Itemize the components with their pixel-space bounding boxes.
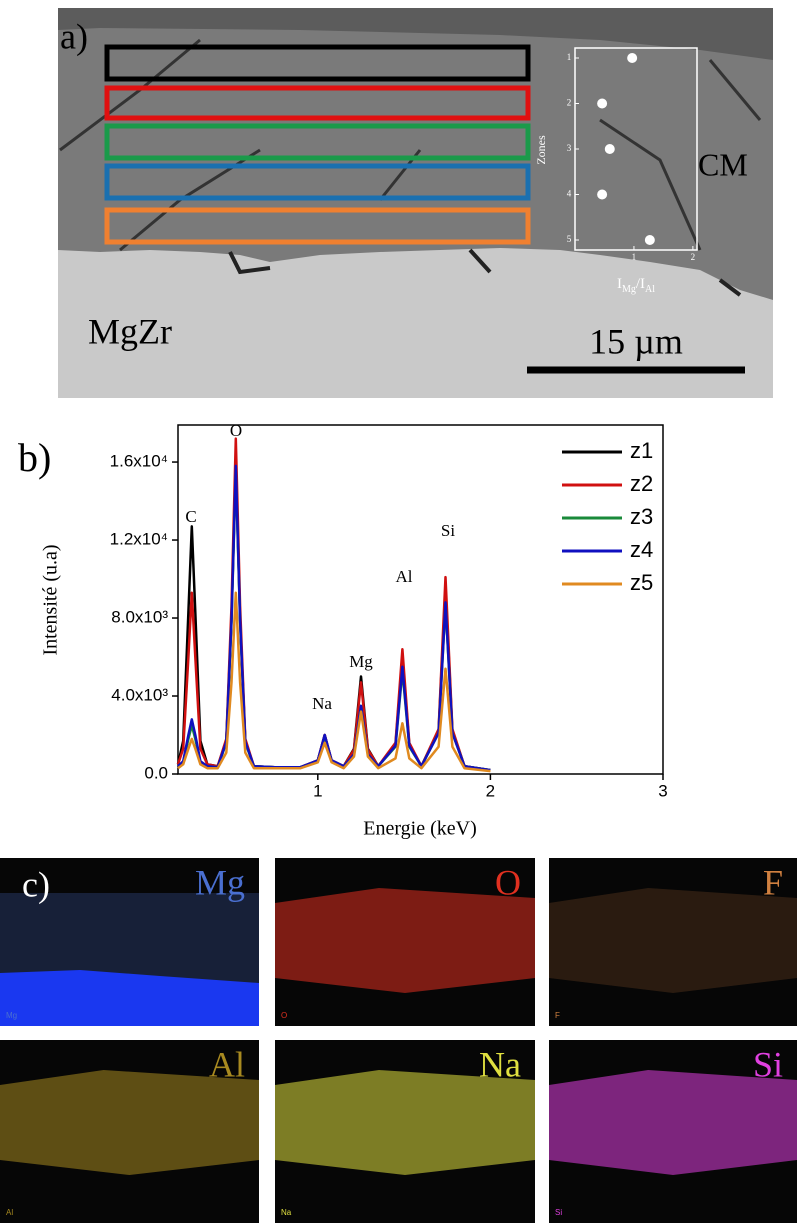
x-tick-label: 1: [632, 252, 637, 262]
map-layer: [549, 888, 797, 993]
inset-x-label: IMg/IAl: [617, 276, 655, 295]
map-background: [549, 858, 797, 1026]
x-tick-label: 2: [691, 252, 696, 262]
legend-label: z2: [630, 471, 653, 496]
inset-y-label: Zones: [534, 135, 548, 165]
y-tick-label: 5: [567, 234, 572, 244]
point: [597, 189, 608, 200]
peak-label: C: [185, 507, 196, 526]
y-axis-label: Intensité (u.a): [40, 544, 62, 655]
layer-label: CM: [698, 146, 748, 182]
y-tick-label: 1.2x10⁴: [110, 530, 168, 549]
y-tick-label: 1.6x10⁴: [110, 452, 168, 471]
element-label: F: [763, 862, 783, 902]
point: [627, 53, 638, 64]
legend-label: z4: [630, 537, 653, 562]
element-label: O: [495, 862, 521, 902]
element-label: Al: [209, 1044, 245, 1084]
legend-label: z5: [630, 570, 653, 595]
sem-image: [58, 8, 773, 398]
map-layer: [0, 1070, 259, 1175]
y-tick-label: 1: [567, 52, 572, 62]
x-axis-label: Energie (keV): [363, 818, 476, 840]
spectrum-line: [177, 464, 491, 772]
x-tick-label: 3: [658, 781, 667, 800]
element-label: Si: [753, 1044, 783, 1084]
plot-frame: [177, 424, 664, 775]
peak-label: Al: [396, 567, 413, 586]
element-label: Mg: [195, 862, 245, 902]
y-tick-label: 4: [567, 189, 572, 199]
peak-label: Na: [312, 694, 332, 713]
map-layer: [275, 888, 535, 993]
map-layer: [0, 893, 259, 983]
peak-label: O: [230, 421, 242, 440]
peak-label: Mg: [349, 652, 373, 671]
matrix-label: MgZr: [88, 311, 172, 351]
legend-label: z3: [630, 504, 653, 529]
y-tick-label: 8.0x10³: [111, 608, 168, 627]
panel-label: a): [60, 16, 88, 56]
scale-bar-label: 15 µm: [589, 321, 683, 361]
point: [644, 234, 655, 245]
element-tag: Si: [555, 1208, 562, 1217]
map-layer: [275, 1070, 535, 1175]
peak-label: Si: [441, 521, 455, 540]
map-substrate: [0, 970, 259, 1026]
x-tick-label: 1: [313, 781, 322, 800]
element-tag: Al: [6, 1208, 13, 1217]
map-layer: [549, 1070, 797, 1175]
spectrum-line: [176, 437, 491, 772]
element-tag: O: [281, 1011, 287, 1020]
spectrum-line: [177, 591, 491, 773]
x-tick-label: 2: [486, 781, 495, 800]
y-tick-label: 3: [567, 143, 572, 153]
y-tick-label: 4.0x10³: [111, 685, 168, 704]
y-tick-label: 2: [567, 98, 572, 108]
element-tag: Mg: [6, 1011, 17, 1020]
panel-label: c): [22, 864, 50, 904]
panel-label: b): [18, 435, 51, 480]
element-maps: Mg Mg O O F F Al Al Na Na Si Si: [0, 858, 797, 1223]
element-label: Na: [479, 1044, 521, 1084]
y-tick-label: 0.0: [144, 763, 168, 782]
point: [597, 98, 608, 109]
legend-label: z1: [630, 438, 653, 463]
element-tag: Na: [281, 1208, 292, 1217]
element-tag: F: [555, 1011, 560, 1020]
point: [604, 144, 615, 154]
